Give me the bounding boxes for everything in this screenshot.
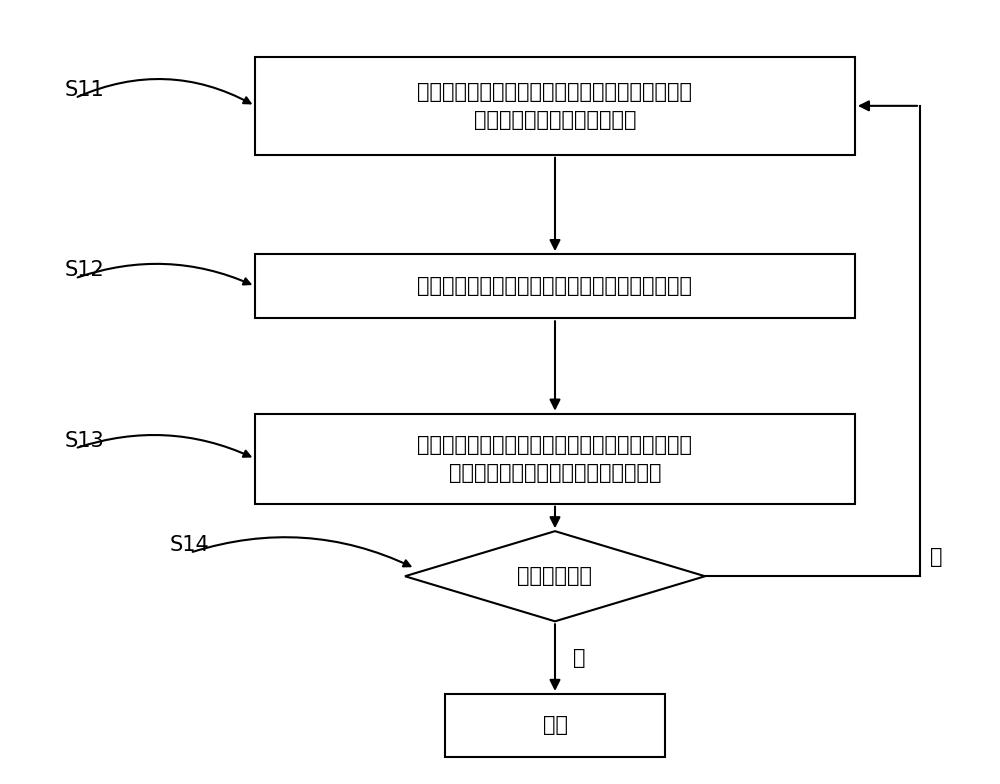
Text: 是否打印完毕: 是否打印完毕: [518, 566, 592, 586]
Text: 驱动机构驱动打印平台在存储有液态硅胶的液槽中
自液槽液面下移相应层高停止: 驱动机构驱动打印平台在存储有液态硅胶的液槽中 自液槽液面下移相应层高停止: [418, 82, 692, 130]
Text: 结束: 结束: [542, 715, 568, 735]
Text: 刮刀组件刮平打印平台在液槽中移动后的液槽液面: 刮刀组件刮平打印平台在液槽中移动后的液槽液面: [418, 276, 692, 296]
FancyBboxPatch shape: [255, 57, 855, 155]
FancyBboxPatch shape: [255, 254, 855, 318]
Text: S14: S14: [170, 535, 210, 555]
FancyBboxPatch shape: [255, 414, 855, 504]
FancyBboxPatch shape: [445, 694, 665, 757]
Text: 热固化单元利用光源照射的热量对刮平后的液槽液
面进行固化，形成相应层高的模型构造: 热固化单元利用光源照射的热量对刮平后的液槽液 面进行固化，形成相应层高的模型构造: [418, 434, 692, 483]
Text: S13: S13: [65, 430, 105, 451]
Text: 是: 是: [573, 648, 586, 668]
Text: S11: S11: [65, 80, 105, 100]
Text: 否: 否: [930, 546, 942, 567]
Polygon shape: [405, 532, 705, 621]
Text: S12: S12: [65, 260, 105, 281]
